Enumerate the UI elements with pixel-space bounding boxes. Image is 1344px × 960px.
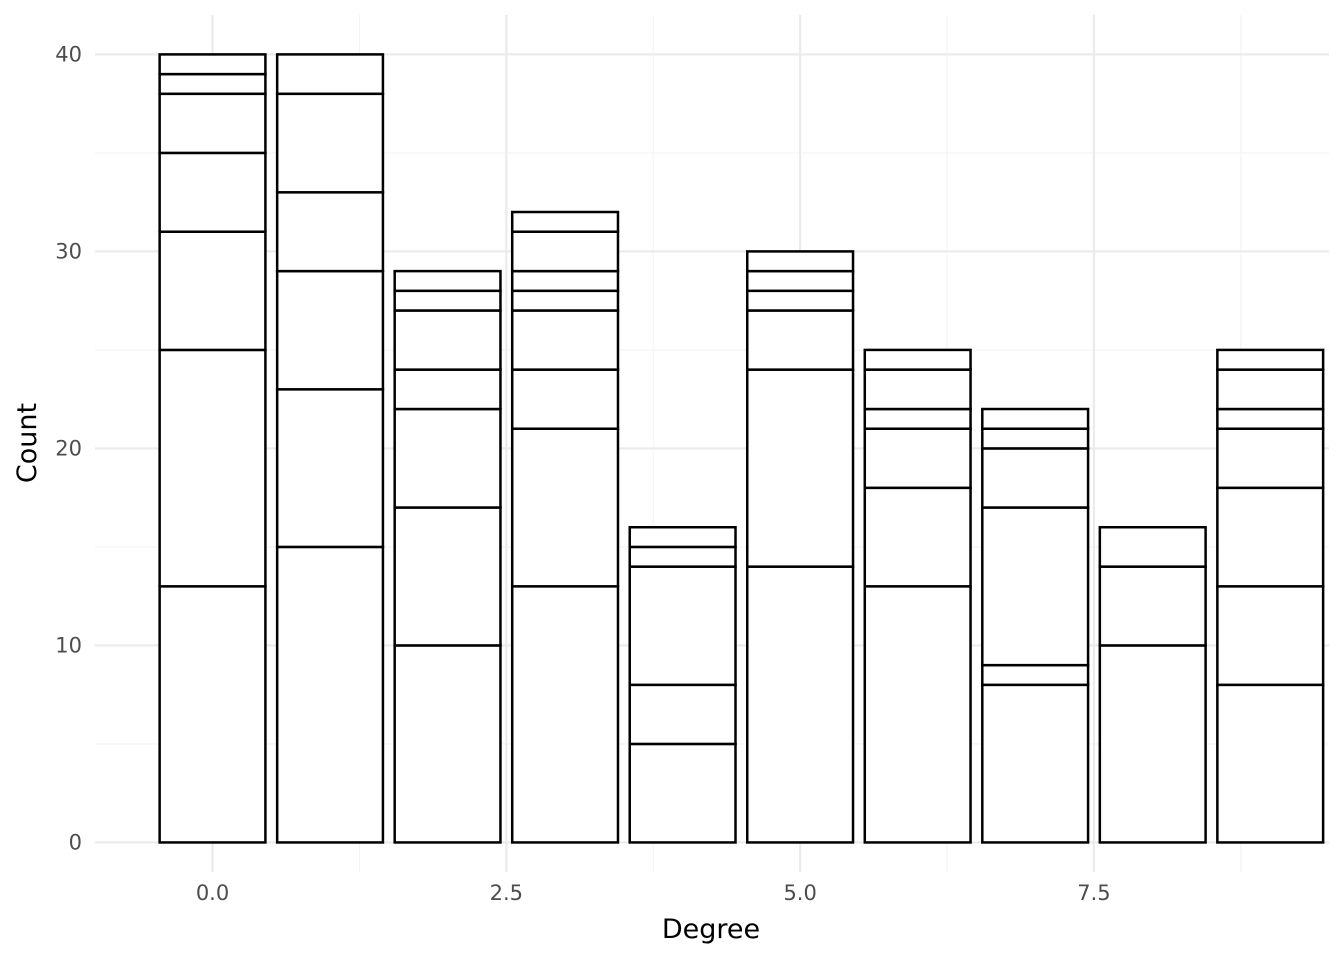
x-tick-label: 0.0 (196, 881, 229, 905)
bar-segment (275, 545, 385, 844)
bar-segment (981, 506, 1090, 667)
bar-stack (746, 250, 855, 844)
bar-stack (510, 210, 620, 844)
y-tick-label: 0 (69, 830, 82, 854)
bar-segment (510, 585, 620, 844)
bar-segment (1216, 368, 1325, 411)
bar-segment (393, 289, 502, 312)
bar-stack (158, 53, 267, 844)
x-tick-label: 7.5 (1077, 881, 1110, 905)
x-axis-tick-labels: 0.0 2.5 5.0 7.5 (196, 881, 1111, 905)
bar-segment (1216, 348, 1325, 371)
bar-segment (393, 644, 502, 844)
bar-segment (628, 742, 737, 844)
bar-segment (863, 486, 972, 588)
bar-segment (981, 663, 1090, 687)
bar-segment (393, 269, 502, 293)
bar-segment (1098, 644, 1207, 844)
bar-segment (275, 92, 385, 194)
bar-segment (510, 230, 620, 273)
bar-stack (1098, 525, 1207, 844)
bar-stack (863, 348, 972, 844)
y-tick-label: 30 (55, 239, 82, 263)
bar-segment (981, 447, 1090, 509)
y-tick-label: 10 (55, 633, 82, 657)
bar-segment (1216, 486, 1325, 588)
bar-segment (863, 368, 972, 411)
bar-segment (510, 309, 620, 371)
bars (158, 53, 1325, 844)
bar-segment (393, 309, 502, 371)
bar-segment (158, 230, 267, 352)
bar-segment (510, 210, 620, 233)
bar-segment (628, 545, 737, 568)
bar-segment (510, 289, 620, 312)
bar-segment (1098, 565, 1207, 647)
bar-stack (1216, 348, 1325, 844)
bar-segment (628, 565, 737, 687)
bar-segment (1098, 525, 1207, 568)
bar-segment (158, 348, 267, 588)
bar-segment (275, 269, 385, 391)
bar-segment (1216, 683, 1325, 844)
bar-segment (1216, 585, 1325, 687)
bar-segment (393, 506, 502, 647)
bar-segment (158, 92, 267, 155)
bar-segment (746, 368, 855, 568)
bar-segment (863, 407, 972, 430)
bar-segment (628, 683, 737, 746)
bar-stack (628, 525, 737, 844)
y-tick-label: 20 (55, 436, 82, 460)
bar-stack (981, 407, 1090, 844)
bar-segment (746, 269, 855, 293)
y-axis-tick-labels: 0 10 20 30 40 (55, 42, 82, 854)
bar-segment (628, 525, 737, 549)
x-axis-title: Degree (662, 914, 760, 945)
bar-segment (746, 250, 855, 273)
y-axis-title: Count (12, 403, 43, 483)
bar-segment (275, 388, 385, 549)
bar-segment (746, 565, 855, 844)
bar-segment (981, 407, 1090, 430)
bar-segment (510, 427, 620, 588)
bar-segment (981, 427, 1090, 450)
bar-segment (863, 348, 972, 371)
bar-segment (1216, 427, 1325, 490)
bar-segment (510, 368, 620, 430)
bar-segment (1216, 407, 1325, 430)
x-tick-label: 5.0 (783, 881, 816, 905)
x-tick-label: 2.5 (490, 881, 523, 905)
bar-segment (393, 368, 502, 411)
bar-segment (158, 151, 267, 233)
bar-segment (981, 683, 1090, 844)
bar-segment (275, 191, 385, 273)
bar-segment (393, 407, 502, 509)
bar-stack (275, 53, 385, 844)
bar-segment (746, 289, 855, 312)
y-tick-label: 40 (55, 42, 82, 66)
bar-segment (158, 585, 267, 844)
bar-segment (158, 72, 267, 96)
bar-segment (275, 53, 385, 96)
bar-segment (158, 53, 267, 76)
bar-segment (863, 585, 972, 844)
bar-stack (393, 269, 502, 844)
bar-segment (863, 427, 972, 490)
bar-segment (746, 309, 855, 371)
bar-segment (510, 269, 620, 293)
